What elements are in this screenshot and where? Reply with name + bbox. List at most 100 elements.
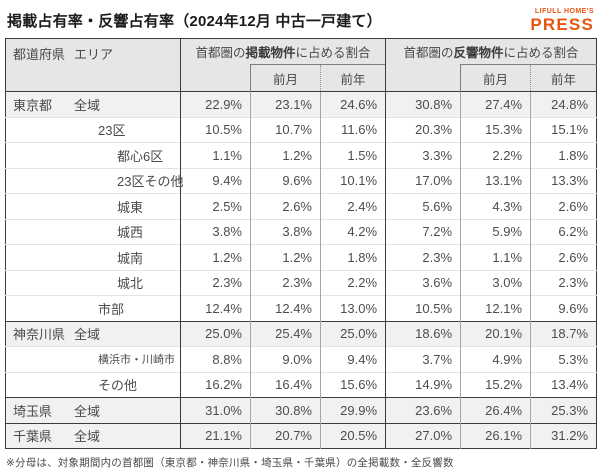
row-label-cell: 千葉県 全域 bbox=[5, 422, 181, 449]
value-cell: 9.4% bbox=[180, 167, 251, 194]
value-cell: 4.9% bbox=[460, 346, 531, 372]
value-cell: 1.2% bbox=[250, 142, 321, 168]
value-cell: 21.1% bbox=[180, 422, 251, 449]
value-cell: 13.4% bbox=[530, 371, 597, 398]
value-cell: 26.1% bbox=[460, 422, 531, 449]
listing-current-subheader bbox=[180, 64, 251, 92]
table-row: 城西 3.8% 3.8% 4.2% 7.2% 5.9% 6.2% bbox=[5, 218, 597, 245]
value-cell: 17.0% bbox=[385, 167, 461, 194]
value-cell: 27.4% bbox=[460, 91, 531, 117]
area-label: 全域 bbox=[74, 327, 101, 343]
value-cell: 25.0% bbox=[180, 320, 251, 347]
value-cell: 25.4% bbox=[250, 320, 321, 347]
value-cell: 2.2% bbox=[460, 142, 531, 168]
row-label-cell: 市部 bbox=[5, 295, 181, 321]
value-cell: 3.3% bbox=[385, 142, 461, 168]
value-cell: 2.4% bbox=[319, 193, 386, 219]
value-cell: 1.8% bbox=[319, 244, 386, 270]
area-label: 城北 bbox=[117, 276, 144, 292]
table-row: 城南 1.2% 1.2% 1.8% 2.3% 1.1% 2.6% bbox=[5, 244, 597, 270]
value-cell: 2.6% bbox=[530, 244, 597, 270]
area-label: 城東 bbox=[117, 199, 144, 215]
prefecture-label: 東京都 bbox=[13, 97, 53, 113]
value-cell: 18.7% bbox=[530, 320, 597, 347]
value-cell: 26.4% bbox=[460, 397, 531, 423]
value-cell: 7.2% bbox=[385, 218, 461, 245]
value-cell: 2.6% bbox=[530, 193, 597, 219]
value-cell: 22.9% bbox=[180, 91, 251, 117]
page-title: 掲載占有率・反響占有率（2024年12月 中古一戸建て） bbox=[7, 13, 382, 30]
area-label: 都心6区 bbox=[117, 148, 164, 164]
value-cell: 5.9% bbox=[460, 218, 531, 245]
table-row: その他 16.2% 16.4% 15.6% 14.9% 15.2% 13.4% bbox=[5, 371, 597, 398]
row-label-cell: その他 bbox=[5, 371, 181, 398]
row-label-cell: 23区その他 bbox=[5, 167, 183, 194]
area-column-header: エリア bbox=[74, 47, 114, 62]
value-cell: 2.3% bbox=[250, 269, 321, 296]
value-cell: 23.1% bbox=[250, 91, 321, 117]
value-cell: 25.0% bbox=[319, 320, 386, 347]
table-row: 千葉県 全域 21.1% 20.7% 20.5% 27.0% 26.1% 31.2% bbox=[5, 422, 597, 449]
value-cell: 29.9% bbox=[319, 397, 386, 423]
row-label-cell: 23区 bbox=[5, 116, 181, 143]
listing-group-prefix: 首都圏の bbox=[195, 46, 246, 60]
value-cell: 2.6% bbox=[250, 193, 321, 219]
value-cell: 25.3% bbox=[530, 397, 597, 423]
prefecture-label: 神奈川県 bbox=[13, 327, 66, 343]
response-group-suffix: に占める割合 bbox=[503, 46, 579, 60]
prefecture-label: 千葉県 bbox=[13, 429, 53, 445]
value-cell: 31.0% bbox=[180, 397, 251, 423]
value-cell: 15.6% bbox=[319, 371, 386, 398]
table-row: 神奈川県 全域 25.0% 25.4% 25.0% 18.6% 20.1% 18.7% bbox=[5, 320, 597, 347]
value-cell: 3.8% bbox=[180, 218, 251, 245]
value-cell: 24.6% bbox=[319, 91, 386, 117]
value-cell: 5.6% bbox=[385, 193, 461, 219]
value-cell: 1.5% bbox=[319, 142, 386, 168]
table-row: 城東 2.5% 2.6% 2.4% 5.6% 4.3% 2.6% bbox=[5, 193, 597, 219]
footnote: ※分母は、対象期間内の首都圏（東京都・神奈川県・埼玉県・千葉県）の全掲載数・全反… bbox=[6, 457, 454, 469]
table-row: 横浜市・川崎市 8.8% 9.0% 9.4% 3.7% 4.9% 5.3% bbox=[5, 346, 597, 372]
table-row: 23区その他 9.4% 9.6% 10.1% 17.0% 13.1% 13.3% bbox=[5, 167, 597, 194]
value-cell: 15.1% bbox=[530, 116, 597, 143]
value-cell: 15.2% bbox=[460, 371, 531, 398]
response-prev-month-header: 前月 bbox=[460, 64, 531, 92]
value-cell: 3.0% bbox=[460, 269, 531, 296]
value-cell: 1.2% bbox=[250, 244, 321, 270]
area-label: 城南 bbox=[117, 250, 144, 266]
value-cell: 6.2% bbox=[530, 218, 597, 245]
value-cell: 1.2% bbox=[180, 244, 251, 270]
response-group-bold: 反響物件 bbox=[453, 46, 504, 60]
value-cell: 3.7% bbox=[385, 346, 461, 372]
value-cell: 30.8% bbox=[250, 397, 321, 423]
logo-lifull-homes-text: LIFULL HOME'S bbox=[534, 8, 594, 15]
value-cell: 2.3% bbox=[385, 244, 461, 270]
row-label-cell: 城東 bbox=[5, 193, 181, 219]
value-cell: 3.6% bbox=[385, 269, 461, 296]
value-cell: 10.5% bbox=[180, 116, 251, 143]
row-label-cell: 城北 bbox=[5, 269, 181, 296]
row-label-cell: 東京都 全域 bbox=[5, 91, 181, 117]
value-cell: 10.7% bbox=[250, 116, 321, 143]
response-current-subheader bbox=[385, 64, 461, 92]
value-cell: 12.4% bbox=[250, 295, 321, 321]
prefecture-column-header: 都道府県 bbox=[13, 47, 66, 62]
lifull-homes-press-logo: LIFULL HOME'S PRESS bbox=[530, 8, 596, 33]
value-cell: 1.1% bbox=[180, 142, 251, 168]
value-cell: 16.2% bbox=[180, 371, 251, 398]
value-cell: 3.8% bbox=[250, 218, 321, 245]
logo-press-text: PRESS bbox=[530, 15, 594, 34]
value-cell: 20.1% bbox=[460, 320, 531, 347]
value-cell: 13.3% bbox=[530, 167, 597, 194]
value-cell: 1.8% bbox=[530, 142, 597, 168]
listing-group-bold: 掲載物件 bbox=[245, 46, 296, 60]
value-cell: 15.3% bbox=[460, 116, 531, 143]
area-label: 23区 bbox=[98, 123, 126, 139]
value-cell: 10.1% bbox=[319, 167, 386, 194]
table-row: 埼玉県 全域 31.0% 30.8% 29.9% 23.6% 26.4% 25.3% bbox=[5, 397, 597, 423]
listing-group-suffix: に占める割合 bbox=[295, 46, 371, 60]
listing-prev-month-header: 前月 bbox=[250, 64, 321, 92]
value-cell: 27.0% bbox=[385, 422, 461, 449]
table-row: 東京都 全域 22.9% 23.1% 24.6% 30.8% 27.4% 24.8% bbox=[5, 91, 597, 117]
value-cell: 16.4% bbox=[250, 371, 321, 398]
row-label-cell: 城南 bbox=[5, 244, 181, 270]
